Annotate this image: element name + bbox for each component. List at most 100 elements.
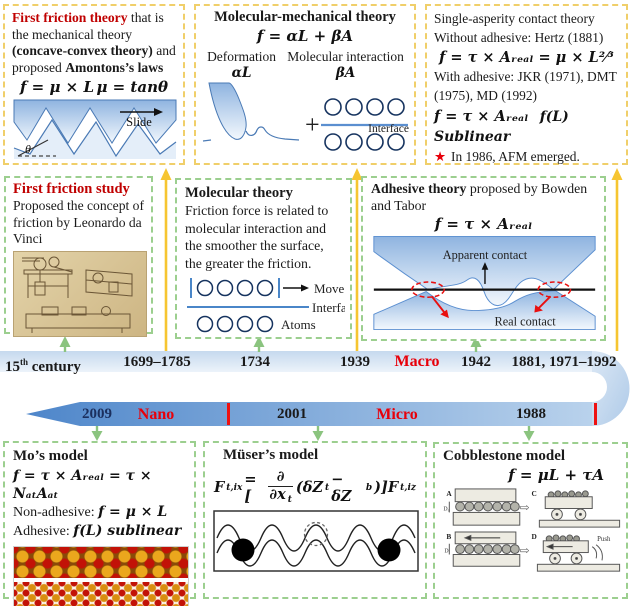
real-contact-ellipse-left (411, 281, 445, 298)
year-1881-1971-1992: 1881, 1971–1992 (511, 354, 617, 370)
year-2009: 2009 (82, 406, 112, 422)
real-contact-ellipse-right (537, 281, 572, 298)
yellow-connector-arrowheads (160, 168, 623, 180)
amontons-laws-text: Amontons’s laws (65, 59, 164, 75)
ground-line (202, 139, 212, 142)
md-upper-atoms (14, 547, 188, 579)
first-friction-theory-box: First friction theory that is the mechan… (3, 4, 185, 165)
cobblestone-model-box: Cobblestone model f = μL + τA A C B D D₀… (433, 442, 628, 599)
panel-c-art (538, 490, 621, 528)
real-contact-pointer-right-head (534, 304, 543, 313)
year-1939: 1939 (340, 354, 370, 370)
atoms-label: Atoms (281, 317, 316, 332)
d-dimension-label: D (444, 549, 448, 555)
cobblestone-model-title: Cobblestone model (443, 448, 566, 464)
right-particle (377, 538, 401, 562)
mu-tan-theta-formula: μ = tanθ (96, 78, 168, 97)
static-atoms-row (196, 315, 274, 333)
mo-formula-1: f = τ × Aᵣₑₐₗ = τ × NₐₜAₐₜ (13, 467, 152, 502)
tip-shape (208, 82, 247, 140)
muser-wave-diagram (213, 510, 419, 573)
move-arrowhead (301, 284, 309, 292)
adhesive-formula: f = τ × Aᵣₑₐₗ (434, 214, 533, 233)
concave-convex-text: (concave-convex theory) (12, 43, 153, 59)
panel-b-art (448, 531, 521, 567)
push-label: Push (597, 536, 611, 543)
cobblestone-panels-image: A C B D D₀ ⇨ (443, 488, 621, 572)
move-label: Move (314, 281, 345, 296)
era-label-nano: Nano (137, 406, 175, 423)
moving-atoms-row (196, 279, 274, 297)
real-contact-pointer-right (537, 295, 552, 310)
mo-formula-2: f = μ × L (98, 503, 168, 520)
mo-formula-3: f(L) sublinear (73, 523, 182, 540)
term-labels: Deformation αL Molecular interaction βA (201, 49, 409, 81)
molecular-mechanical-title: Molecular-mechanical theory (214, 9, 396, 25)
lower-body-shape (373, 290, 596, 330)
md-interface-gap (14, 578, 188, 583)
star-icon: ★ (434, 148, 447, 164)
afm-note: In 1986, AFM emerged. (451, 148, 580, 164)
timeline-band-bottom (26, 402, 592, 426)
era-label-micro: Micro (376, 406, 418, 423)
lower-molecule-circles (324, 133, 405, 151)
sublinear-note: f(L) Sublinear (434, 109, 569, 145)
adhesive-theory-title-rest: proposed by Bowden and Tabor (371, 181, 588, 213)
slide-label: Slide (126, 115, 152, 129)
fraction-den-text: ∂x (269, 485, 286, 503)
adhesive-formula: f = τ × Aᵣₑₐₗ (434, 108, 529, 126)
apparent-contact-label: Apparent contact (443, 248, 528, 262)
muser-sub-2: t,iz (400, 482, 416, 493)
panel-d-label: D (532, 532, 537, 541)
adhesive-label: Adhesive: (13, 524, 74, 540)
year-2001: 2001 (277, 406, 307, 422)
a-to-c-arrow: ⇨ (520, 501, 530, 514)
panel-b-label: B (446, 532, 451, 541)
mechanical-text-2: and proposed (12, 43, 176, 75)
molecular-theory-diagram: Move Interface Atoms (187, 277, 358, 333)
fraction-den-sub: t (287, 495, 292, 506)
ploughed-groove-line (245, 126, 300, 141)
green-up-arrowheads (59, 336, 482, 347)
molecular-mechanical-theory-box: Molecular-mechanical theory f = αL + βA … (194, 4, 416, 165)
first-friction-study-body: Proposed the concept of friction by Leon… (13, 198, 144, 247)
fraction-numerator: ∂ (268, 469, 293, 487)
adhesive-theory-title-bold: Adhesive theory (371, 181, 467, 196)
deformation-column: Deformation αL (201, 49, 282, 81)
interface-label: Interface (368, 123, 409, 135)
panel-a-art (448, 488, 521, 526)
muser-sub-t: t (325, 482, 330, 493)
lower-surface-line (13, 118, 177, 157)
plus-sign: + (305, 110, 320, 139)
theta-label: θ (25, 142, 31, 156)
leonardo-sketch-image (13, 251, 147, 338)
molecular-interaction-label: Molecular interaction (287, 49, 404, 64)
year-1699-1785: 1699–1785 (123, 354, 191, 370)
real-contact-pointer-left-head (440, 309, 449, 319)
md-simulation-image (13, 546, 189, 606)
apparent-contact-arrowhead (481, 262, 489, 270)
muser-f-lhs: F (214, 479, 225, 497)
green-down-arrowheads (91, 431, 535, 441)
amontons-formulas: f = μ × L μ = tanθ (12, 78, 176, 96)
md-lower-atoms (14, 582, 188, 606)
molecular-theory-body: Friction force is related to molecular i… (185, 203, 329, 271)
timeline-u-turn (592, 351, 630, 426)
slide-arrowhead (154, 107, 163, 116)
timeline-band-top (0, 351, 592, 372)
without-adhesive-line: Without adhesive: Hertz (1881) (434, 29, 604, 45)
era-divider-tick-2 (594, 403, 597, 425)
molecular-theory-title: Molecular theory (185, 185, 293, 201)
beta-a-symbol: βA (335, 65, 356, 81)
panel-d-art (536, 534, 621, 572)
panel-a-label: A (446, 489, 452, 498)
real-contact-pointer-left (431, 295, 446, 314)
non-adhesive-label: Non-adhesive: (13, 504, 99, 520)
ghost-particle (303, 522, 329, 547)
year-1942: 1942 (461, 354, 491, 370)
interface-label: Interface (312, 300, 345, 315)
alpha-beta-formula: f = αL + βA (256, 27, 354, 45)
